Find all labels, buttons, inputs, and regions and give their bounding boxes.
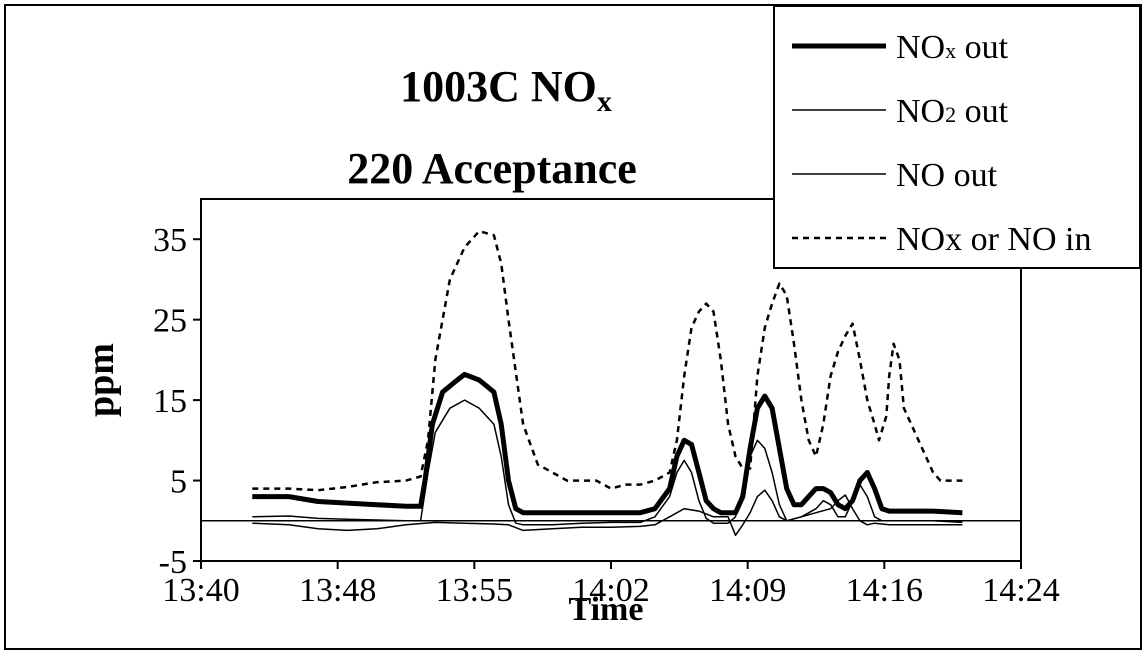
y-tick-label: 15 xyxy=(153,383,187,420)
series-line-0 xyxy=(252,229,963,492)
series-line-2 xyxy=(252,399,963,526)
legend: NOx out NO2 out NO out NOx or NO in xyxy=(773,6,1140,269)
y-axis-label: ppm xyxy=(80,343,122,417)
legend-label: NO2 out xyxy=(896,93,1009,130)
chart-subtitle: 220 Acceptance xyxy=(347,144,637,193)
x-axis-label: Time xyxy=(569,591,644,628)
x-tick-label: 13:55 xyxy=(436,572,513,609)
legend-label: NOx out xyxy=(896,29,1009,66)
chart-title: 1003C NOx xyxy=(400,62,612,118)
chart-svg: 1003C NOx 220 Acceptance 35 25 15 5 -5 13:40… xyxy=(80,6,1140,628)
chart-frame: 1003C NOx 220 Acceptance 35 25 15 5 -5 13:40… xyxy=(4,4,1142,650)
x-tick-label: 14:09 xyxy=(709,572,786,609)
y-tick-label: 35 xyxy=(153,222,187,259)
x-tick-label: 14:02 xyxy=(572,572,649,609)
legend-box xyxy=(773,6,1140,269)
x-tick-label: 13:40 xyxy=(162,572,239,609)
series-line-3 xyxy=(252,489,963,537)
x-tick-label: 14:24 xyxy=(982,572,1059,609)
x-tick-label: 13:48 xyxy=(299,572,376,609)
y-tick-label: -5 xyxy=(159,544,187,581)
y-tick-label: 25 xyxy=(153,303,187,340)
series-line-1 xyxy=(252,371,963,516)
x-tick-label: 14:16 xyxy=(846,572,923,609)
y-tick-label: 5 xyxy=(170,464,187,501)
legend-label: NOx or NO in xyxy=(896,221,1091,258)
legend-label: NO out xyxy=(896,157,998,194)
